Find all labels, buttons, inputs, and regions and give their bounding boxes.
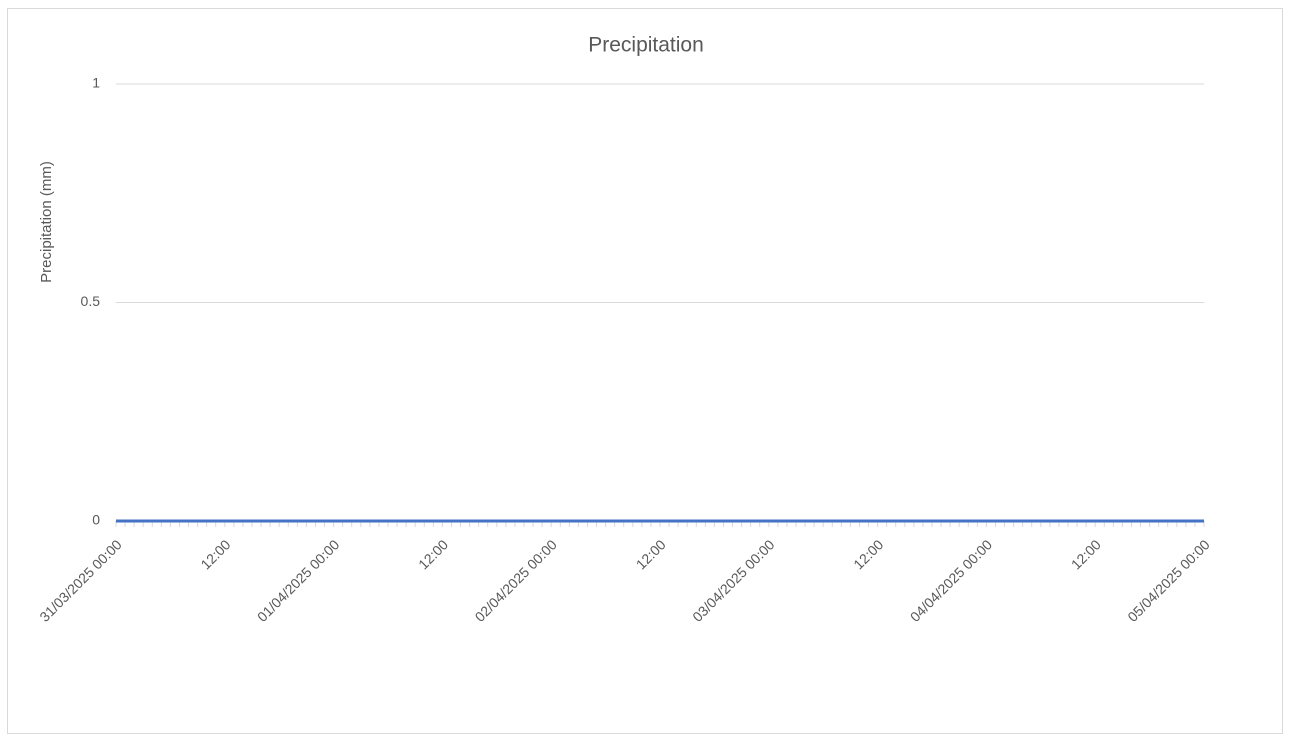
chart-border — [7, 8, 1283, 734]
chart-title: Precipitation — [588, 34, 704, 57]
y-axis-label: Precipitation (mm) — [38, 161, 55, 283]
y-tick-label: 0.5 — [81, 293, 101, 309]
y-tick-label: 0 — [92, 512, 100, 528]
y-tick-label: 1 — [92, 75, 100, 91]
